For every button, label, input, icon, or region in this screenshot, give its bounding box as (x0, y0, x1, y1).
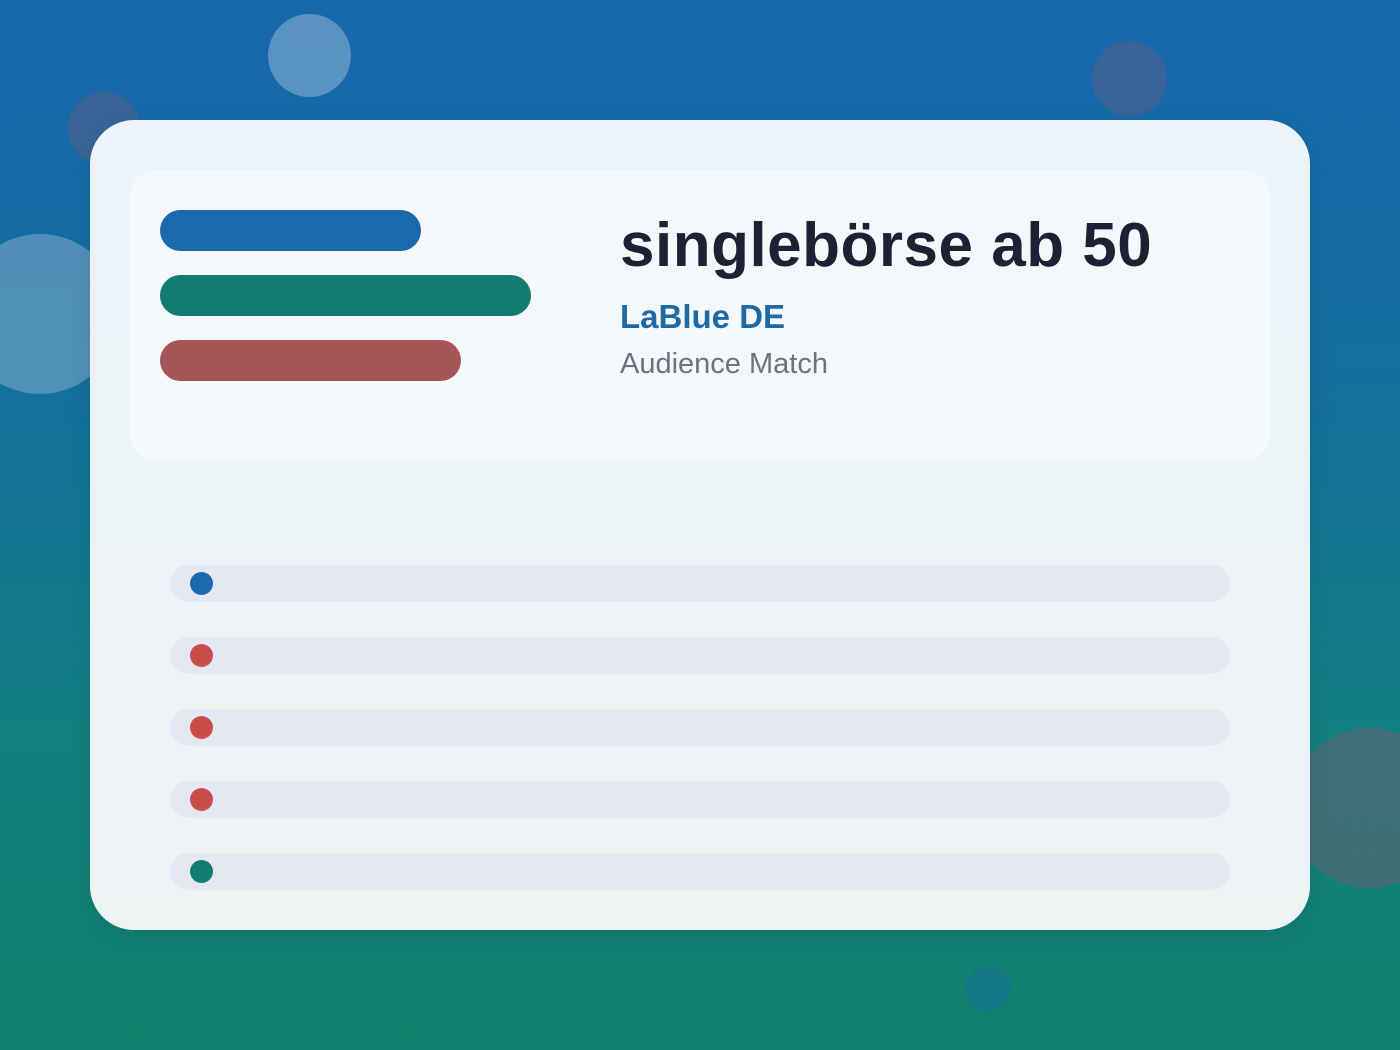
list-item[interactable] (170, 709, 1230, 746)
legend-bar-teal (160, 275, 531, 316)
status-dot-red (190, 716, 213, 739)
status-dot-teal (190, 860, 213, 883)
background-bubble (965, 966, 1011, 1012)
item-list (170, 565, 1230, 925)
background-bubble (268, 14, 351, 97)
list-item[interactable] (170, 637, 1230, 674)
status-dot-blue (190, 572, 213, 595)
list-item[interactable] (170, 853, 1230, 890)
list-item[interactable] (170, 781, 1230, 818)
brand-subtitle: LaBlue DE (620, 298, 786, 335)
list-item[interactable] (170, 565, 1230, 602)
page-title: singlebörse ab 50 (620, 211, 1153, 280)
audience-match-card: singlebörse ab 50 LaBlue DE Audience Mat… (90, 120, 1310, 930)
status-dot-red (190, 788, 213, 811)
caption-text: Audience Match (620, 348, 828, 380)
background-bubble (1092, 41, 1167, 116)
header-panel: singlebörse ab 50 LaBlue DE Audience Mat… (130, 170, 1270, 460)
legend-bar-red (160, 340, 461, 381)
legend-bar-blue (160, 210, 421, 251)
status-dot-red (190, 644, 213, 667)
